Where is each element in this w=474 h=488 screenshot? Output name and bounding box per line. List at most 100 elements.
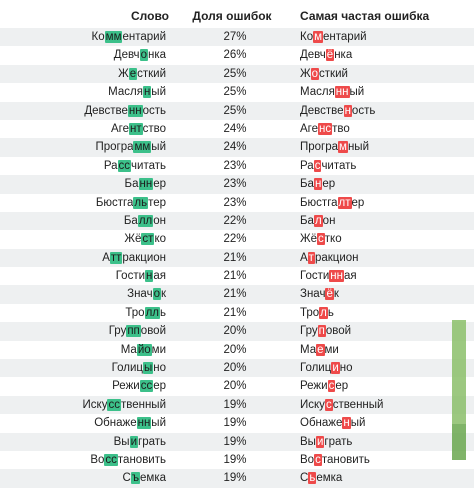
- correct-word: Искусственный: [83, 396, 166, 414]
- correct-letters-highlight: о: [152, 288, 161, 301]
- error-letters-highlight: ё: [325, 49, 335, 62]
- table-row: Аттракцион 21% Атракцион: [0, 248, 474, 268]
- correct-word: Девчонка: [114, 46, 166, 64]
- error-percent: 21%: [223, 288, 247, 301]
- error-letters-highlight: н: [313, 178, 323, 191]
- correct-word: Жесткий: [118, 65, 166, 83]
- table-row: Съемка 19% Сьемка: [0, 469, 474, 488]
- error-letters-highlight: и: [331, 362, 340, 375]
- common-misspelling: Атракцион: [300, 249, 359, 267]
- word-fragment: тановить: [117, 453, 166, 466]
- error-letters-highlight: с: [324, 398, 333, 411]
- word-fragment: Девстве: [300, 104, 344, 117]
- table-row: Значок 21% Значёк: [0, 285, 474, 304]
- word-fragment: но: [339, 362, 353, 375]
- error-letters-highlight: и: [315, 435, 325, 448]
- correct-letters-highlight: е: [128, 67, 138, 80]
- table-row: Девственность 25% Девственость: [0, 101, 474, 120]
- error-percent: 22%: [223, 214, 247, 227]
- word-fragment: Знач: [300, 288, 326, 301]
- common-misspelling: Голицино: [300, 359, 353, 377]
- word-fragment: тво: [332, 122, 350, 135]
- word-fragment: Голиц: [300, 362, 332, 375]
- word-fragment: тер: [148, 196, 166, 209]
- word-fragment: ый: [151, 141, 166, 154]
- common-misspelling: Расчитать: [300, 157, 356, 175]
- word-fragment: тко: [324, 233, 342, 246]
- correct-letters-highlight: сс: [117, 159, 132, 172]
- common-misspelling: Востановить: [300, 451, 370, 469]
- table-row: Жёстко 22% Жёстко: [0, 230, 474, 248]
- table-row: Масляный 25% Маслянный: [0, 83, 474, 101]
- correct-letters-highlight: н: [142, 86, 152, 99]
- word-fragment: Ба: [124, 178, 139, 191]
- error-letters-highlight: е: [316, 343, 325, 356]
- table-row: Майоми 20% Маеми: [0, 341, 474, 359]
- error-letters-highlight: нн: [329, 270, 344, 283]
- correct-letters-highlight: пп: [126, 325, 141, 338]
- word-fragment: Жё: [124, 233, 142, 246]
- error-letters-highlight: о: [310, 67, 320, 80]
- error-letters-highlight: с: [327, 380, 336, 393]
- word-fragment: Аге: [110, 122, 129, 135]
- common-misspelling: Балон: [300, 212, 335, 230]
- word-fragment: Девч: [300, 49, 326, 62]
- error-percent: 25%: [223, 104, 247, 117]
- error-percent: 19%: [223, 472, 247, 485]
- table-body: Комментарий 27% Коментарий Девчонка 26% Девчё…: [0, 28, 474, 488]
- word-fragment: Гру: [108, 325, 127, 338]
- table-row: Групповой 20% Груповой: [0, 322, 474, 341]
- word-fragment: А: [102, 251, 110, 264]
- common-misspelling: Обнаженый: [300, 414, 365, 432]
- error-letters-highlight: н: [342, 417, 351, 430]
- word-fragment: Вы: [300, 435, 316, 448]
- error-letters-highlight: п: [317, 325, 326, 338]
- column-header-word: Слово: [130, 9, 169, 23]
- word-fragment: Иску: [300, 398, 325, 411]
- correct-word: Комментарий: [92, 28, 166, 46]
- correct-letters-highlight: мм: [133, 141, 152, 154]
- table-row: Восстановить 19% Востановить: [0, 451, 474, 469]
- word-fragment: Ра: [103, 159, 118, 172]
- common-misspelling: Девственость: [300, 102, 375, 120]
- common-misspelling: Бюстгалтер: [300, 194, 364, 212]
- table-row: Выиграть 19% Выиграть: [0, 432, 474, 451]
- correct-word: Рассчитать: [104, 157, 166, 175]
- correct-word: Обнаженный: [94, 414, 166, 432]
- error-letters-highlight: ё: [325, 288, 334, 301]
- word-fragment: Ж: [118, 67, 129, 80]
- common-misspelling: Жёстко: [300, 230, 342, 248]
- correct-letters-highlight: ы: [142, 362, 154, 375]
- common-misspelling: Режисер: [300, 377, 348, 395]
- error-percent: 19%: [223, 453, 247, 466]
- table-row: Голицыно 20% Голицино: [0, 359, 474, 378]
- word-fragment: ентарий: [323, 31, 367, 43]
- correct-letters-highlight: нн: [136, 417, 152, 430]
- table-row: Жесткий 25% Жосткий: [0, 64, 474, 84]
- error-percent: 20%: [223, 325, 247, 338]
- word-fragment: Голиц: [111, 362, 143, 375]
- error-percent: 25%: [223, 86, 247, 99]
- common-misspelling: Жосткий: [300, 65, 348, 83]
- word-fragment: ми: [324, 343, 339, 356]
- error-percent: 20%: [223, 380, 247, 393]
- common-misspelling: Програмный: [300, 138, 369, 156]
- common-misspelling: Троль: [300, 304, 334, 322]
- error-percent: 26%: [223, 49, 247, 62]
- word-fragment: но: [153, 362, 166, 375]
- error-percent: 22%: [223, 233, 247, 246]
- correct-letters-highlight: сс: [139, 380, 154, 393]
- correct-word: Восстановить: [90, 451, 166, 469]
- error-letters-highlight: с: [317, 233, 325, 246]
- error-letters-highlight: т: [307, 251, 315, 264]
- word-fragment: Ма: [120, 343, 137, 356]
- correct-letters-highlight: нт: [128, 122, 143, 135]
- common-misspelling: Агенство: [300, 120, 350, 138]
- side-watermark: [452, 320, 466, 460]
- table-row: Программый 24% Програмный: [0, 138, 474, 157]
- word-fragment: Ма: [300, 343, 317, 356]
- word-fragment: ракцион: [314, 251, 359, 264]
- word-fragment: нка: [147, 49, 166, 62]
- error-percent: 20%: [223, 343, 247, 356]
- word-fragment: Масля: [300, 86, 335, 99]
